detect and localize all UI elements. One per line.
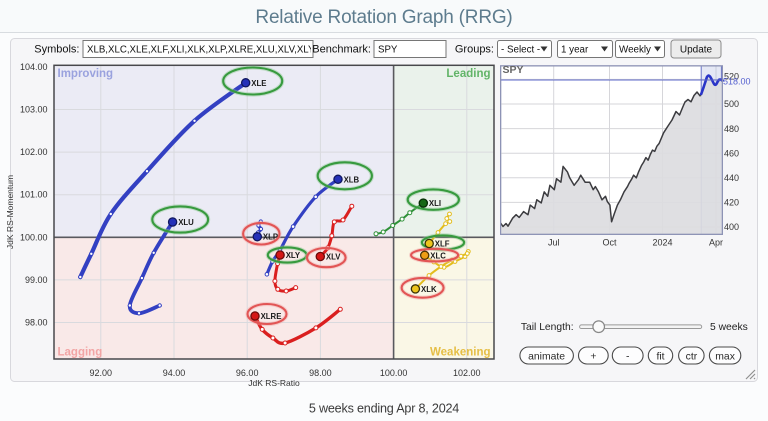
svg-text:Update: Update	[680, 44, 713, 55]
svg-text:400: 400	[724, 222, 739, 232]
svg-text:Oct: Oct	[602, 238, 617, 248]
svg-text:animate: animate	[528, 351, 565, 362]
svg-text:Jul: Jul	[548, 238, 560, 248]
svg-text:1 year: 1 year	[561, 44, 589, 55]
svg-text:XLB: XLB	[344, 175, 360, 184]
svg-text:Groups:: Groups:	[455, 44, 494, 56]
svg-text:460: 460	[724, 148, 739, 158]
svg-text:SPY: SPY	[378, 44, 398, 55]
svg-text:XLE: XLE	[251, 79, 266, 88]
svg-text:Lagging: Lagging	[58, 347, 103, 359]
svg-text:104.00: 104.00	[20, 62, 48, 72]
svg-text:XLV: XLV	[326, 253, 341, 262]
svg-text:500: 500	[724, 99, 739, 109]
svg-text:Weekly: Weekly	[619, 44, 651, 55]
svg-text:JdK RS-Ratio: JdK RS-Ratio	[248, 378, 300, 388]
svg-text:100.00: 100.00	[380, 368, 408, 378]
svg-text:102.00: 102.00	[20, 147, 48, 157]
svg-text:XLI: XLI	[429, 199, 441, 208]
svg-text:99.00: 99.00	[25, 275, 48, 285]
svg-text:XLK: XLK	[421, 285, 437, 294]
svg-text:XLB,XLC,XLE,XLF,XLI,XLK,XLP,XL: XLB,XLC,XLE,XLF,XLI,XLK,XLP,XLRE,XLU,XLV…	[87, 44, 315, 55]
svg-text:max: max	[715, 351, 735, 362]
svg-text:440: 440	[724, 173, 739, 183]
svg-text:SPY: SPY	[503, 64, 524, 76]
svg-text:JdK RS-Momentum: JdK RS-Momentum	[5, 175, 15, 249]
svg-text:- Select -: - Select -	[501, 44, 540, 55]
svg-text:96.00: 96.00	[236, 368, 259, 378]
svg-text:5 weeks ending Apr 8, 2024: 5 weeks ending Apr 8, 2024	[309, 402, 459, 416]
svg-text:XLC: XLC	[430, 251, 446, 260]
svg-text:Benchmark:: Benchmark:	[312, 44, 371, 56]
svg-text:+: +	[590, 351, 596, 362]
svg-text:94.00: 94.00	[163, 368, 186, 378]
svg-text:XLU: XLU	[178, 218, 194, 227]
svg-text:ctr: ctr	[686, 351, 698, 362]
svg-text:518.00: 518.00	[723, 77, 751, 87]
svg-text:XLP: XLP	[263, 233, 278, 242]
svg-text:98.00: 98.00	[309, 368, 332, 378]
svg-text:fit: fit	[656, 351, 664, 362]
svg-text:2024: 2024	[652, 238, 672, 248]
svg-text:XLRE: XLRE	[261, 312, 282, 321]
svg-text:-: -	[626, 351, 629, 362]
svg-text:XLY: XLY	[286, 251, 301, 260]
svg-text:Weakening: Weakening	[430, 347, 491, 359]
svg-text:103.00: 103.00	[20, 105, 48, 115]
svg-text:Apr: Apr	[709, 238, 723, 248]
svg-text:100.00: 100.00	[20, 232, 48, 242]
svg-text:101.00: 101.00	[20, 190, 48, 200]
svg-text:XLF: XLF	[435, 240, 450, 249]
svg-text:Relative Rotation Graph (RRG): Relative Rotation Graph (RRG)	[255, 7, 512, 28]
svg-text:98.00: 98.00	[25, 318, 48, 328]
svg-text:Symbols:: Symbols:	[34, 44, 79, 56]
svg-text:Improving: Improving	[58, 68, 114, 80]
svg-text:Leading: Leading	[446, 68, 490, 80]
svg-text:420: 420	[724, 198, 739, 208]
svg-text:520: 520	[724, 72, 739, 82]
svg-text:5 weeks: 5 weeks	[710, 322, 748, 333]
svg-text:92.00: 92.00	[90, 368, 113, 378]
svg-text:Tail Length:: Tail Length:	[521, 322, 574, 333]
svg-text:480: 480	[724, 124, 739, 134]
svg-text:102.00: 102.00	[453, 368, 481, 378]
